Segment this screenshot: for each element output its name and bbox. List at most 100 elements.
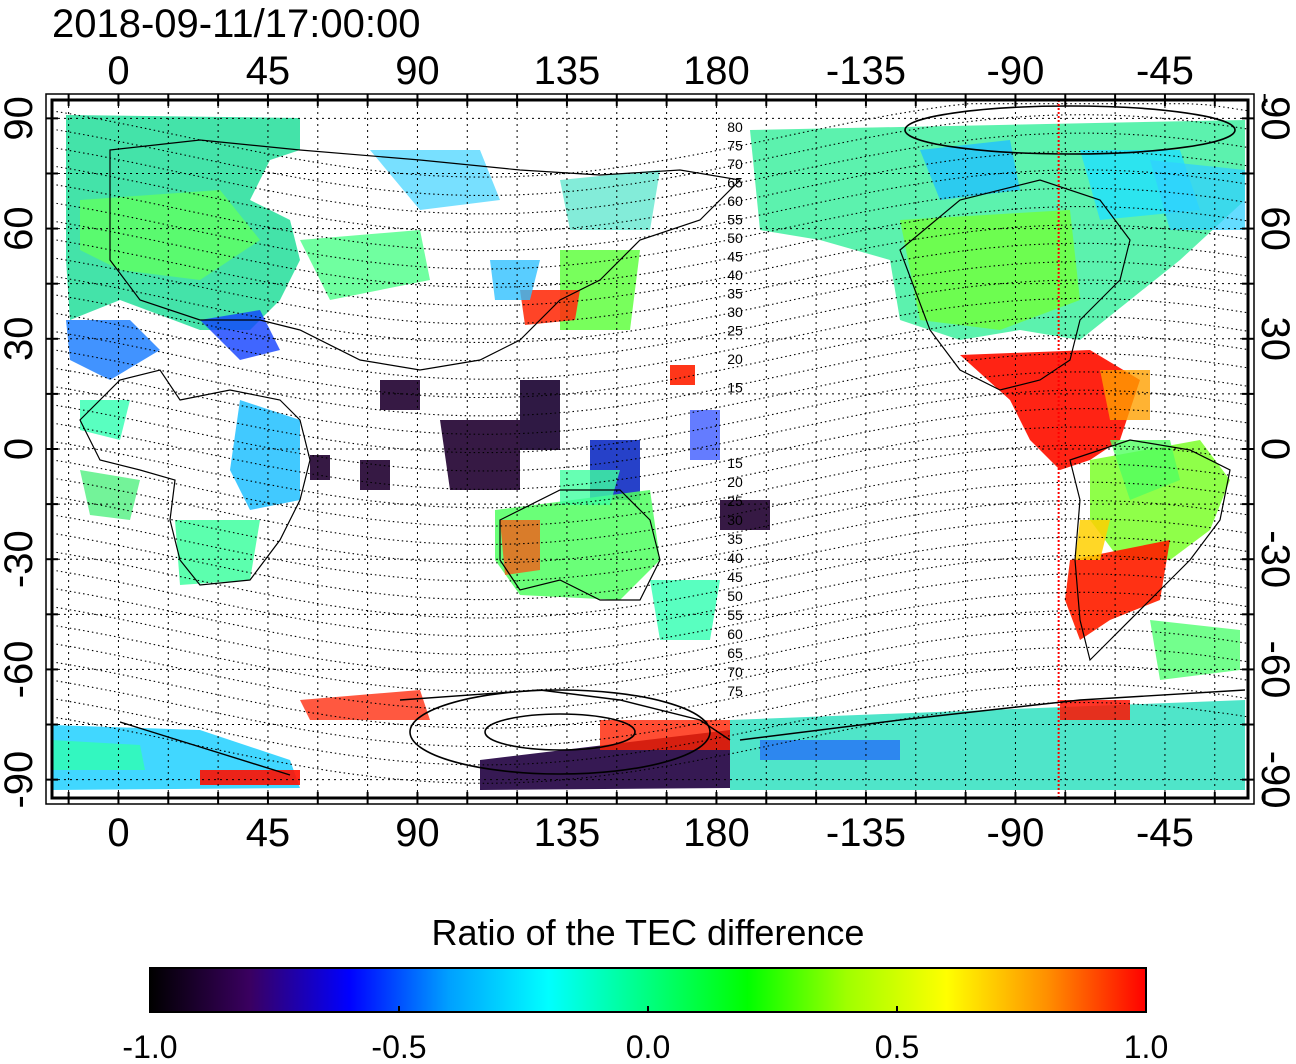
- magnetic-contour: [52, 279, 1248, 362]
- frame-tick-marks: [46, 94, 1266, 804]
- contour-label: 65: [727, 175, 743, 191]
- contour-label: 75: [727, 138, 743, 154]
- magnetic-contour: [52, 463, 1248, 546]
- colorbar-tick-label: -1.0: [122, 1029, 177, 1064]
- y-tick-label: 90: [1253, 96, 1296, 141]
- colorbar-tick-label: 0.0: [626, 1029, 670, 1064]
- contour-label: 45: [727, 569, 743, 585]
- magnetic-contour: [52, 297, 1248, 380]
- x-tick-label: -135: [826, 811, 906, 855]
- y-tick-label: -60: [1253, 641, 1296, 699]
- contour-label: 35: [727, 286, 743, 302]
- colorbar-tick-label: 0.5: [875, 1029, 919, 1064]
- contour-label: 55: [727, 607, 743, 623]
- x-axis-top-labels: 0 45 90 135 180 -135 -90 -45: [107, 49, 1194, 93]
- contour-label: 45: [727, 249, 743, 265]
- magnetic-contour: [52, 444, 1248, 527]
- map-title: 2018-09-11/17:00:00: [52, 2, 420, 46]
- colorbar: [149, 967, 1147, 1013]
- magnetic-contour: [52, 389, 1248, 472]
- y-tick-label: 0: [1253, 438, 1296, 460]
- magnetic-contour: [52, 316, 1248, 399]
- contour-label: 40: [727, 267, 743, 283]
- magnetic-contour: [52, 224, 1248, 307]
- contour-label: 35: [727, 531, 743, 547]
- y-tick-label: 90: [0, 96, 41, 141]
- magnetic-contour: [52, 555, 1248, 637]
- colorbar-title: Ratio of the TEC difference: [432, 912, 865, 953]
- contour-label: 65: [727, 645, 743, 661]
- x-tick-label: 180: [683, 49, 750, 93]
- magnetic-contour: [52, 169, 1248, 252]
- magnetic-contour: [52, 261, 1248, 343]
- x-tick-label: 180: [683, 811, 750, 855]
- tec-data-layer: [52, 115, 1245, 790]
- contour-label: 55: [727, 212, 743, 228]
- magnetic-contour: [52, 408, 1248, 490]
- contour-label: 60: [727, 193, 743, 209]
- magnetic-contour: [52, 683, 1248, 766]
- magnetic-contour: [52, 426, 1248, 509]
- graticule-grid: [52, 100, 1248, 798]
- contour-label: 50: [727, 230, 743, 246]
- magnetic-contour: [52, 518, 1248, 601]
- magnetic-contour: [52, 646, 1248, 729]
- y-tick-label: 30: [1253, 317, 1296, 362]
- y-tick-label: 60: [1253, 206, 1296, 251]
- magnetic-contour: [52, 114, 1248, 197]
- x-tick-label: -90: [987, 49, 1045, 93]
- coastline-outlines: [79, 105, 1246, 776]
- x-tick-label: 45: [246, 49, 291, 93]
- contour-label: 60: [727, 626, 743, 642]
- magnetic-contour: [52, 371, 1248, 454]
- magnetic-latitude-contours: [52, 103, 1248, 784]
- x-tick-label: 0: [107, 811, 129, 855]
- magnetic-contour: [52, 628, 1248, 711]
- contour-label: 30: [727, 304, 743, 320]
- y-tick-label: -60: [0, 641, 41, 699]
- contour-label: 25: [727, 493, 743, 509]
- magnetic-contour: [52, 591, 1248, 674]
- contour-labels: 80 75 70 65 60 55 50 45 40 35 30 25 20 15 15 20 25 30 35 40…: [727, 119, 743, 699]
- y-tick-label: -90: [0, 751, 41, 809]
- x-tick-label: 45: [246, 811, 291, 855]
- contour-label: 50: [727, 588, 743, 604]
- y-tick-label: -90: [1253, 751, 1296, 809]
- y-axis-right-labels: 90 60 30 0 -30 -60 -90: [1253, 96, 1296, 808]
- contour-label: 70: [727, 156, 743, 172]
- y-tick-label: 30: [0, 317, 41, 362]
- contour-label: 15: [727, 380, 743, 396]
- contour-label: 40: [727, 550, 743, 566]
- contour-label: 30: [727, 512, 743, 528]
- magnetic-contour: [52, 665, 1248, 748]
- magnetic-contour: [52, 481, 1248, 564]
- magnetic-contour: [52, 499, 1248, 582]
- x-tick-label: 135: [534, 49, 601, 93]
- magnetic-contour: [52, 150, 1248, 233]
- magnetic-contour: [52, 132, 1248, 215]
- y-tick-label: -30: [0, 530, 41, 588]
- magnetic-contour: [52, 187, 1248, 270]
- x-tick-label: -45: [1136, 811, 1194, 855]
- magnetic-contour: [52, 536, 1248, 619]
- contour-label: 25: [727, 323, 743, 339]
- x-tick-label: 90: [395, 811, 440, 855]
- magnetic-contour: [52, 334, 1248, 417]
- magnetic-contour: [52, 242, 1248, 325]
- contour-label: 70: [727, 664, 743, 680]
- magnetic-contour: [52, 610, 1248, 692]
- y-tick-label: -30: [1253, 530, 1296, 588]
- colorbar-tick-label: -0.5: [371, 1029, 426, 1064]
- magnetic-contour: [52, 206, 1248, 288]
- colorbar-tick-labels: -1.0 -0.5 0.0 0.5 1.0: [122, 1006, 1168, 1064]
- x-tick-label: 135: [534, 811, 601, 855]
- x-tick-label: -90: [987, 811, 1045, 855]
- y-tick-label: 0: [0, 438, 41, 460]
- contour-label: 15: [727, 455, 743, 471]
- x-tick-label: 90: [395, 49, 440, 93]
- magnetic-contour: [52, 103, 1248, 178]
- x-axis-bottom-labels: 0 45 90 135 180 -135 -90 -45: [107, 811, 1194, 855]
- x-tick-label: -45: [1136, 49, 1194, 93]
- contour-label: 80: [727, 119, 743, 135]
